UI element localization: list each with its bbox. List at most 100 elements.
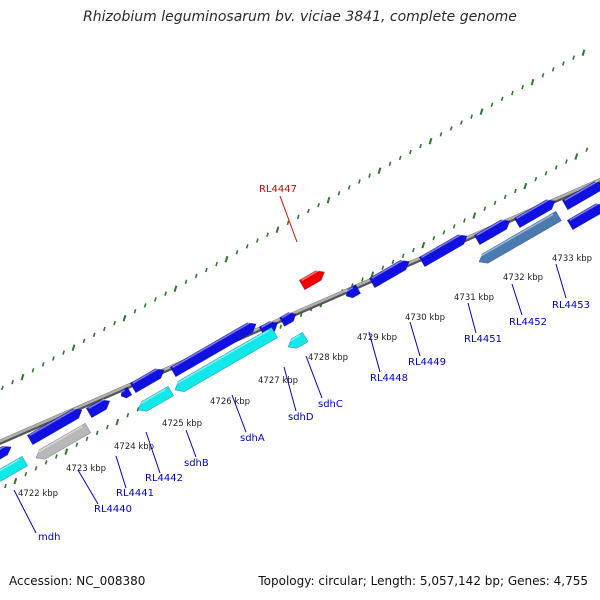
gene-grey[interactable] (33, 422, 92, 463)
inner-tick (44, 460, 48, 465)
gene-leader-line (467, 302, 477, 334)
gene-label[interactable]: mdh (38, 532, 60, 543)
gene-fwd-8[interactable] (279, 310, 299, 327)
gene-label[interactable]: RL4441 (116, 488, 154, 499)
gene-label[interactable]: sdhB (184, 458, 209, 469)
outer-tick (470, 114, 473, 119)
outer-tick (31, 368, 35, 373)
gene-rl4447[interactable] (298, 267, 327, 291)
outer-tick (428, 137, 433, 145)
inner-tick (432, 235, 436, 241)
kbp-label: 4723 kbp (66, 464, 106, 474)
outer-tick (409, 149, 412, 155)
gene-rev-sdhd[interactable] (285, 331, 309, 352)
outer-tick (154, 297, 157, 302)
inner-tick (106, 424, 109, 430)
gene-fwd-1-shine (0, 445, 7, 462)
map-title: Rhizobium leguminosarum bv. viciae 3841,… (83, 9, 517, 25)
gene-leader-line (145, 431, 161, 474)
gene-fwd-3-shape (85, 399, 111, 419)
inner-tick (64, 448, 69, 455)
gene-features[interactable] (0, 178, 600, 485)
gene-fwd-12-shine (476, 218, 505, 236)
gene-label[interactable]: RL4451 (464, 334, 502, 345)
outer-tick (164, 291, 167, 296)
gene-fwd-5[interactable] (129, 365, 167, 394)
gene-rl4452[interactable] (476, 210, 562, 267)
outer-tick (347, 185, 351, 190)
inner-tick (493, 200, 497, 206)
gene-fwd-11-shine (421, 233, 462, 258)
outer-tick (235, 250, 239, 255)
outer-tick (337, 191, 341, 196)
gene-rev-sdha[interactable] (172, 326, 279, 395)
gene-rl4452-shape (478, 210, 562, 264)
inner-tick (381, 265, 385, 270)
outer-tick (521, 84, 524, 90)
gene-fwd-13[interactable] (513, 196, 558, 229)
outer-tick (530, 78, 535, 86)
inner-tick (391, 259, 395, 265)
gene-fwd-3[interactable] (85, 396, 112, 419)
gene-fwd-11[interactable] (418, 231, 470, 268)
inner-tick (95, 430, 99, 436)
gene-fwd-2-shine (29, 407, 77, 436)
gene-rev-mdh[interactable] (0, 455, 29, 485)
gene-fwd-9[interactable] (344, 284, 362, 301)
accession-text: Accession: NC_008380 (9, 574, 146, 588)
inner-tick (523, 182, 528, 190)
outer-tick (551, 67, 555, 72)
outer-tick (245, 244, 249, 249)
inner-tick (452, 224, 456, 229)
gene-leader-line (305, 355, 323, 399)
outer-tick (82, 338, 86, 344)
gene-fwd-10[interactable] (368, 257, 412, 289)
outer-tick (215, 261, 218, 267)
genome-backbone (0, 178, 600, 445)
inner-tick (472, 212, 477, 219)
gene-rev-sdhd-shape (287, 331, 309, 349)
inner-tick (299, 312, 303, 318)
gene-label[interactable]: RL4440 (94, 504, 132, 515)
kbp-label: 4731 kbp (454, 293, 494, 303)
outer-tick (256, 238, 259, 243)
gene-rev-sdhb[interactable] (135, 385, 175, 415)
outer-tick (307, 208, 310, 214)
gene-fwd-14[interactable] (561, 178, 600, 211)
gene-fwd-2[interactable] (26, 405, 84, 446)
gene-label[interactable]: RL4449 (408, 357, 446, 368)
backbone-line (0, 178, 600, 443)
gene-rl4452-shine (478, 213, 554, 258)
kbp-label: 4729 kbp (357, 333, 397, 343)
gene-label[interactable]: sdhA (240, 433, 265, 444)
gene-label[interactable]: RL4442 (145, 473, 183, 484)
gene-fwd-15[interactable] (566, 200, 600, 231)
gene-fwd-15-shape (566, 203, 600, 231)
gene-label[interactable]: RL4447 (259, 184, 297, 195)
gene-fwd-12[interactable] (473, 216, 512, 246)
gene-label[interactable]: sdhD (288, 412, 314, 423)
inner-tick (412, 247, 415, 253)
gene-label[interactable]: RL4453 (552, 300, 590, 311)
gene-fwd-1[interactable] (0, 443, 14, 470)
outer-tick (317, 202, 320, 208)
gene-leader-line (279, 195, 298, 243)
inner-tick (442, 230, 446, 235)
gene-label[interactable]: RL4452 (509, 317, 547, 328)
outer-tick (205, 267, 208, 273)
gene-fwd-1-shape (0, 445, 12, 470)
gene-rev-mdh-shape (0, 455, 29, 482)
gene-leader-line (77, 469, 99, 505)
gene-leader-line (185, 429, 197, 458)
gene-fwd-6[interactable] (169, 319, 259, 378)
inner-tick (55, 454, 58, 459)
gene-label[interactable]: RL4448 (370, 373, 408, 384)
gene-leader-line (368, 331, 381, 373)
inner-tick (85, 436, 89, 442)
gene-fwd-4[interactable] (119, 386, 133, 400)
gene-label[interactable]: sdhC (318, 399, 343, 410)
gene-leader-line (409, 321, 421, 357)
gene-fwd-8-shine (281, 312, 291, 319)
